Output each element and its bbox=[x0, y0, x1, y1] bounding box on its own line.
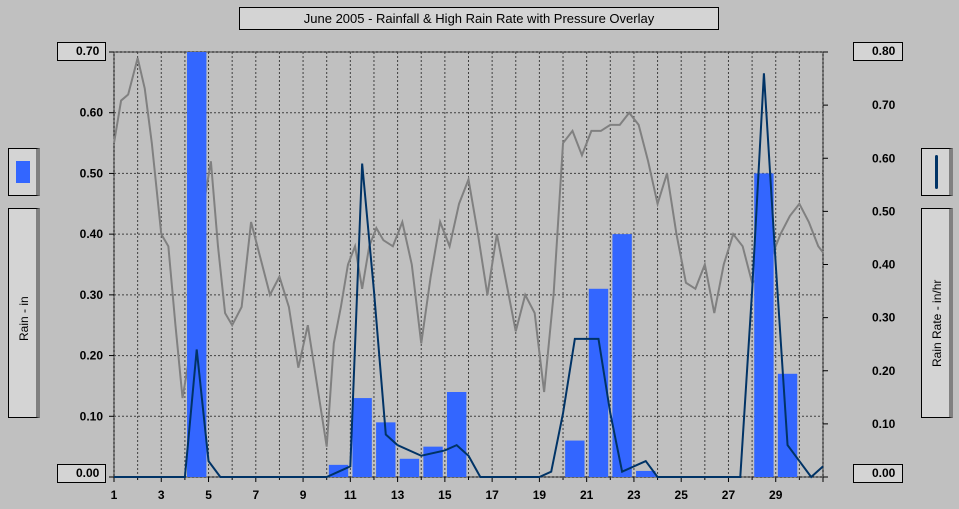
rain-bar bbox=[777, 373, 798, 477]
right-axis-bottom-value: 0.00 bbox=[872, 466, 896, 480]
rain-bar bbox=[565, 440, 585, 477]
rain-bar bbox=[446, 392, 467, 477]
x-tick-label: 1 bbox=[111, 488, 118, 502]
x-tick-label: 5 bbox=[205, 488, 212, 502]
left-axis-top-box: 0.70 bbox=[57, 42, 106, 61]
right-tick-label: 0.10 bbox=[872, 417, 896, 431]
x-tick-label: 15 bbox=[438, 488, 452, 502]
right-axis-bottom-box: 0.00 bbox=[853, 464, 903, 483]
x-tick-label: 3 bbox=[158, 488, 165, 502]
left-axis-bottom-box: 0.00 bbox=[57, 464, 106, 483]
rate-legend-icon bbox=[935, 155, 938, 189]
rain-bar bbox=[588, 288, 609, 477]
right-tick-label: 0.40 bbox=[872, 258, 896, 272]
x-tick-label: 21 bbox=[580, 488, 594, 502]
left-axis-bottom-value: 0.00 bbox=[76, 466, 100, 480]
rain-rate-line bbox=[114, 73, 824, 479]
rain-bar bbox=[187, 52, 207, 477]
left-tick-label: 0.30 bbox=[80, 288, 104, 302]
left-axis-top-value: 0.70 bbox=[76, 44, 100, 58]
right-axis-top-value: 0.80 bbox=[872, 44, 896, 58]
x-tick-label: 19 bbox=[533, 488, 547, 502]
left-tick-label: 0.60 bbox=[80, 106, 104, 120]
rate-legend-swatch-panel bbox=[921, 148, 953, 196]
x-tick-label: 13 bbox=[391, 488, 405, 502]
rain-bar bbox=[399, 458, 420, 477]
rain-bar bbox=[754, 173, 774, 477]
right-axis-label-panel: Rain Rate - in/hr bbox=[921, 208, 953, 418]
left-tick-label: 0.20 bbox=[80, 349, 104, 363]
left-axis-label-panel: Rain - in bbox=[8, 208, 40, 418]
bar-legend-icon bbox=[16, 161, 30, 183]
x-tick-label: 29 bbox=[769, 488, 783, 502]
rain-bar bbox=[376, 422, 396, 477]
left-tick-label: 0.40 bbox=[80, 227, 104, 241]
right-axis-top-box: 0.80 bbox=[853, 42, 903, 61]
right-tick-label: 0.60 bbox=[872, 151, 896, 165]
chart-title: June 2005 - Rainfall & High Rain Rate wi… bbox=[239, 7, 719, 30]
right-tick-label: 0.50 bbox=[872, 204, 896, 218]
pressure-line bbox=[113, 57, 824, 447]
x-tick-label: 23 bbox=[627, 488, 641, 502]
x-tick-label: 7 bbox=[252, 488, 259, 502]
x-tick-label: 17 bbox=[485, 488, 499, 502]
left-tick-label: 0.10 bbox=[80, 409, 104, 423]
rain-bar bbox=[636, 470, 656, 477]
right-tick-label: 0.70 bbox=[872, 98, 896, 112]
left-tick-label: 0.50 bbox=[80, 166, 104, 180]
x-tick-label: 9 bbox=[300, 488, 307, 502]
bar-legend-swatch-panel bbox=[8, 148, 40, 196]
x-tick-label: 11 bbox=[344, 488, 357, 502]
right-tick-label: 0.30 bbox=[872, 311, 896, 325]
rain-bar bbox=[612, 234, 632, 477]
right-tick-label: 0.20 bbox=[872, 364, 896, 378]
x-tick-label: 27 bbox=[722, 488, 736, 502]
rain-bar bbox=[352, 398, 372, 477]
x-tick-label: 25 bbox=[675, 488, 689, 502]
